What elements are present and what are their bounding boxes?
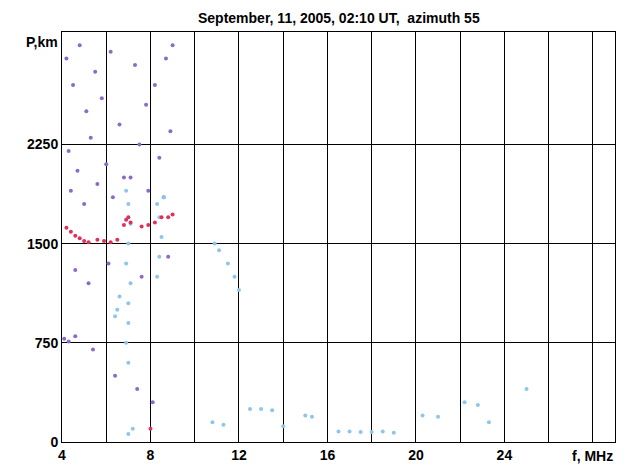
svg-text:f, MHz: f, MHz	[572, 448, 613, 464]
svg-text:September, 11, 2005, 02:10 UT,: September, 11, 2005, 02:10 UT, azimuth 5…	[198, 10, 480, 26]
svg-text:24: 24	[497, 447, 513, 463]
svg-text:12: 12	[231, 447, 247, 463]
svg-text:8: 8	[147, 447, 155, 463]
svg-text:4: 4	[58, 447, 66, 463]
svg-text:0: 0	[50, 434, 58, 450]
svg-text:750: 750	[35, 335, 59, 351]
svg-text:20: 20	[408, 447, 424, 463]
svg-text:2250: 2250	[27, 136, 58, 152]
svg-text:1500: 1500	[27, 236, 58, 252]
svg-text:P,km: P,km	[26, 34, 58, 50]
svg-text:16: 16	[320, 447, 336, 463]
